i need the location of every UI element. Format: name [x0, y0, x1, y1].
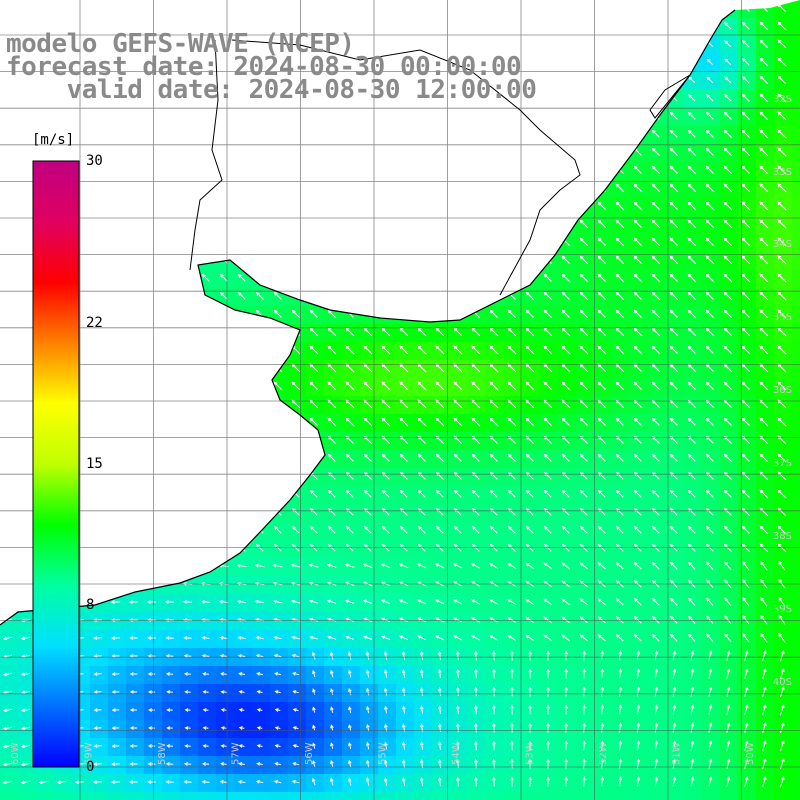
lon-label-59W: 59W [84, 742, 95, 765]
title-valid-date: valid date: 2024-08-30 12:00:00 [6, 75, 537, 105]
lat-label-35S: 35S [773, 312, 792, 323]
title-forecast-date: forecast date: 2024-08-30 00:00:00 [6, 52, 522, 82]
latitude-labels: 32S 33S 34S 35S 36S 37S 38S 39S 40S [773, 94, 792, 688]
lat-label-40S: 40S [773, 677, 792, 688]
country-border [189, 39, 691, 296]
lon-label-54W: 54W [451, 742, 462, 765]
lat-label-32S: 32S [773, 94, 792, 105]
colorbar-tick-15: 15 [86, 456, 103, 472]
lon-label-53W: 53W [525, 742, 536, 765]
coastline [0, 9, 736, 626]
lon-label-50W: 50W [745, 742, 756, 765]
lon-label-56W: 56W [304, 742, 315, 765]
colorbar-tick-22: 22 [86, 314, 103, 331]
title-model: modelo GEFS-WAVE (NCEP) [6, 29, 355, 59]
colorbar-unit: [m/s] [32, 132, 75, 148]
lat-label-38S: 38S [773, 531, 792, 542]
colorbar-tick-30: 30 [86, 153, 103, 169]
lon-label-57W: 57W [231, 742, 242, 765]
colorbar [32, 160, 80, 768]
colorbar-tick-8: 8 [86, 597, 95, 614]
lon-label-60W: 60W [10, 742, 21, 765]
lon-label-58W: 58W [157, 742, 168, 765]
lon-label-52W: 52W [598, 742, 609, 765]
lat-label-39S: 39S [773, 604, 792, 615]
lat-label-34S: 34S [773, 239, 792, 250]
lat-label-33S: 33S [773, 167, 792, 178]
lon-label-51W: 51W [672, 742, 683, 765]
lat-label-36S: 36S [773, 385, 792, 396]
colorbar-tick-0: 0 [86, 759, 95, 775]
lon-label-55W: 55W [378, 742, 389, 765]
longitude-labels: 60W 59W 58W 57W 56W 55W 54W 53W 52W 51W 50W [10, 742, 756, 765]
lat-label-37S: 37S [773, 458, 792, 469]
